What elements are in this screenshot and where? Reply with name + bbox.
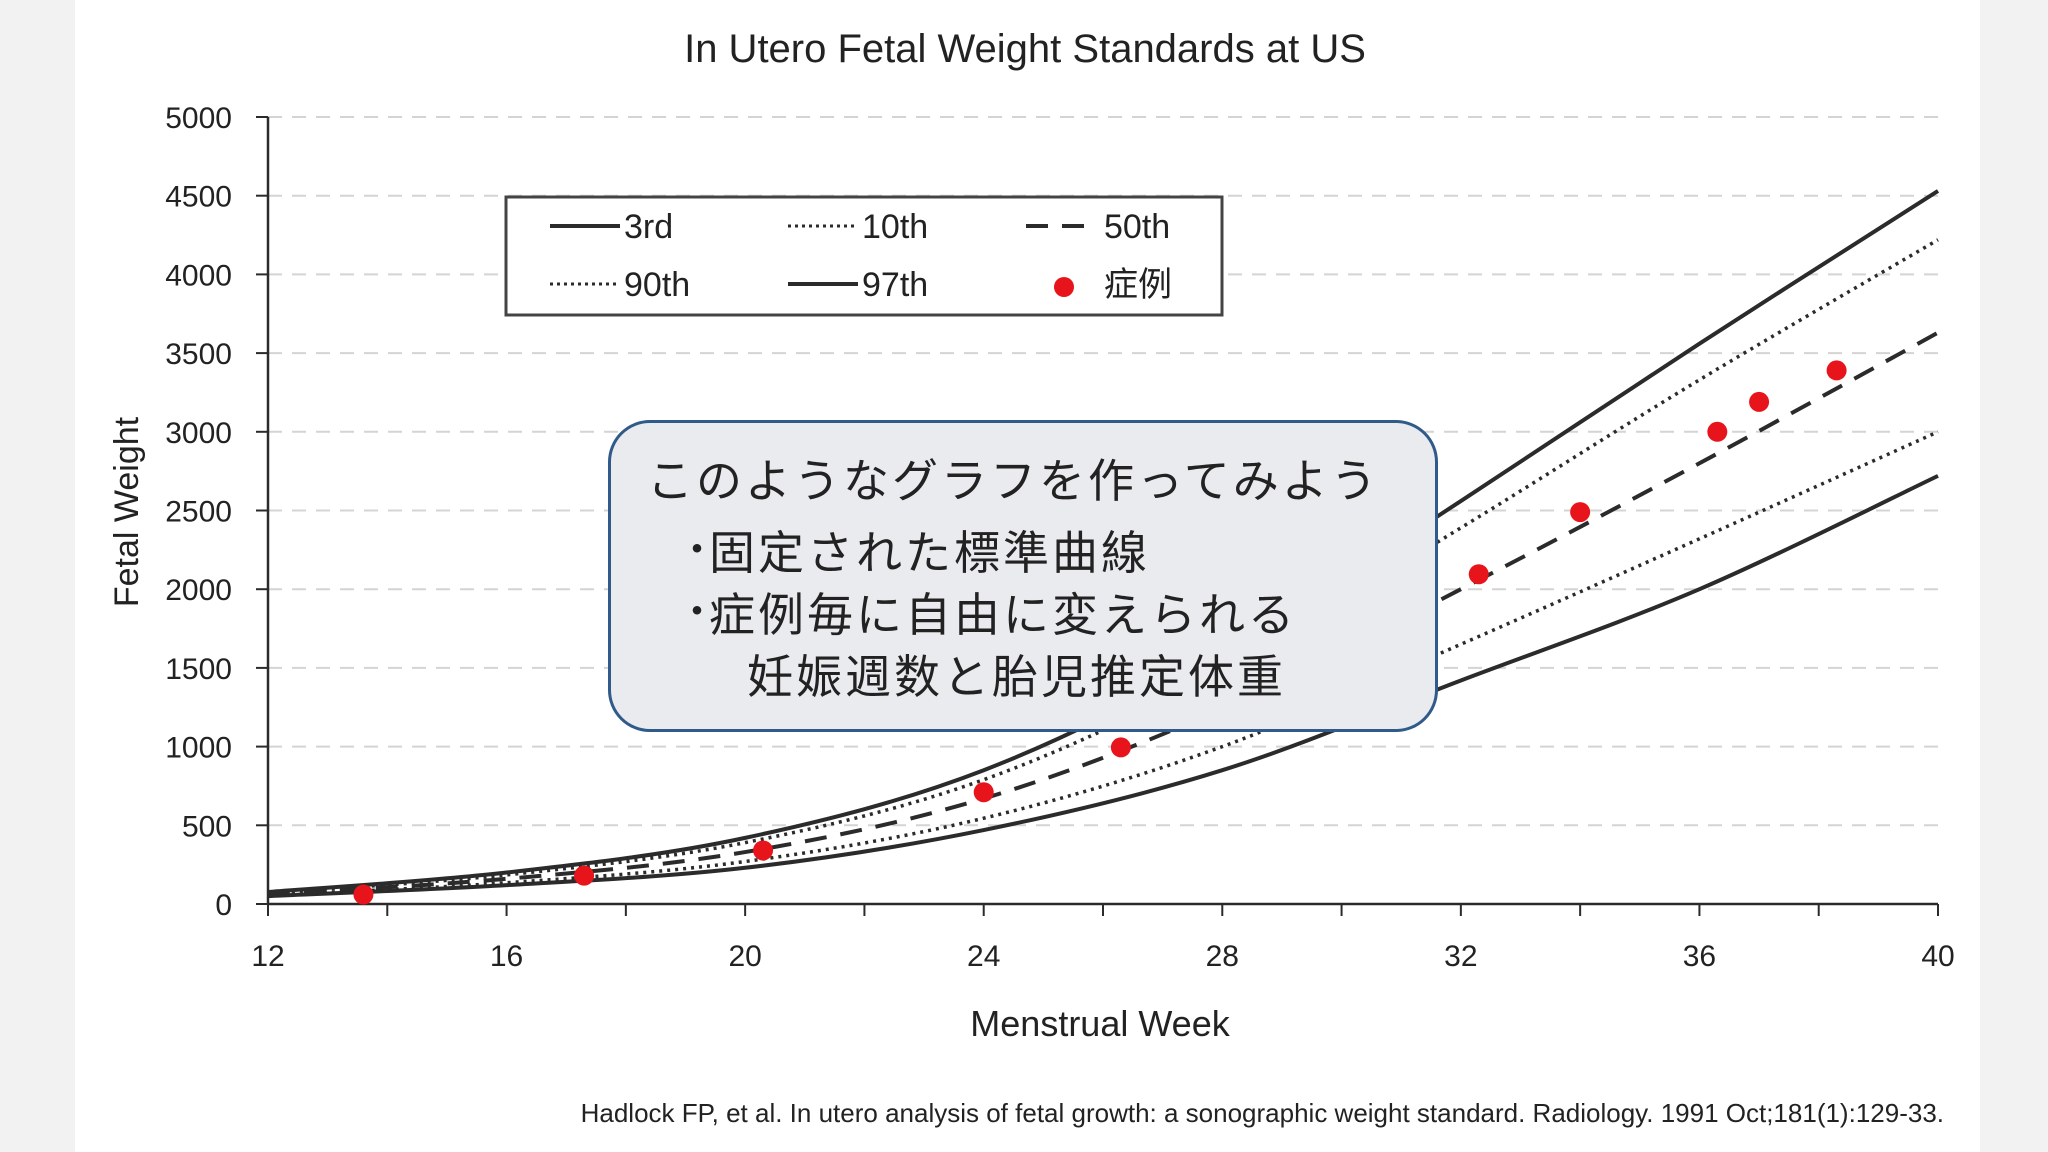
callout-bullet-2-continued: 妊娠週数と胎児推定体重 bbox=[747, 650, 1286, 704]
x-tick-label: 12 bbox=[251, 940, 284, 973]
legend-label-3rd: 3rd bbox=[624, 208, 673, 246]
chart-title: In Utero Fetal Weight Standards at US bbox=[684, 27, 1366, 71]
case-point bbox=[1110, 737, 1131, 758]
callout-bullet-1: ・ 固定された標準曲線 bbox=[677, 517, 1150, 583]
y-tick-label: 4500 bbox=[165, 181, 232, 214]
x-tick-label: 20 bbox=[728, 940, 761, 973]
x-tick-label: 16 bbox=[490, 940, 523, 973]
case-point bbox=[1707, 421, 1728, 442]
legend-box bbox=[504, 195, 1224, 317]
y-tick-label: 2000 bbox=[165, 574, 232, 607]
y-tick-label: 3000 bbox=[165, 417, 232, 450]
case-points bbox=[353, 360, 1847, 905]
legend-label-50th: 50th bbox=[1104, 208, 1170, 246]
grid-lines bbox=[256, 116, 1938, 905]
y-tick-label: 500 bbox=[182, 810, 232, 843]
y-tick-labels: 0 500 1000 1500 2000 2500 3000 3500 4000 4500 5000 bbox=[165, 102, 232, 922]
callout-bullet-1-text: 固定された標準曲線 bbox=[709, 526, 1150, 580]
case-point bbox=[1826, 360, 1847, 381]
callout-bullet-2-text: 症例毎に自由に変えられる bbox=[709, 588, 1297, 642]
bullet-dot: ・ bbox=[677, 589, 720, 635]
axes bbox=[266, 117, 1939, 916]
callout-headline: このようなグラフを作ってみよう bbox=[647, 454, 1380, 508]
legend: 3rd 10th 50th 90th 97th 症例 bbox=[504, 195, 1224, 317]
bullet-dot: ・ bbox=[677, 527, 720, 573]
y-tick-label: 1000 bbox=[165, 732, 232, 765]
series-line-3rd bbox=[267, 474, 1939, 899]
y-tick-label: 0 bbox=[215, 889, 232, 922]
case-point bbox=[353, 884, 374, 905]
case-point bbox=[1749, 391, 1770, 412]
y-tick-label: 1500 bbox=[165, 653, 232, 686]
callout-bullet-2: ・ 症例毎に自由に変えられる bbox=[677, 579, 1297, 645]
case-point bbox=[1468, 564, 1489, 585]
legend-swatch-case bbox=[1054, 277, 1074, 297]
series-line-90th bbox=[267, 238, 1939, 895]
x-tick-label: 24 bbox=[967, 940, 1000, 973]
x-axis-label: Menstrual Week bbox=[970, 1003, 1230, 1044]
y-tick-label: 4000 bbox=[165, 259, 232, 292]
legend-label-90th: 90th bbox=[624, 266, 690, 304]
y-axis-label: Fetal Weight bbox=[108, 416, 146, 607]
case-point bbox=[1570, 502, 1591, 523]
case-point bbox=[973, 782, 994, 803]
legend-label-10th: 10th bbox=[862, 208, 928, 246]
y-tick-label: 2500 bbox=[165, 496, 232, 529]
y-tick-label: 5000 bbox=[165, 102, 232, 135]
legend-label-97th: 97th bbox=[862, 266, 928, 304]
callout-box: このようなグラフを作ってみよう ・ 固定された標準曲線 ・ 症例毎に自由に変えら… bbox=[608, 420, 1438, 732]
x-tick-label: 36 bbox=[1683, 940, 1716, 973]
case-point bbox=[753, 840, 774, 861]
legend-label-case: 症例 bbox=[1104, 265, 1172, 305]
x-tick-label: 28 bbox=[1206, 940, 1239, 973]
x-tick-label: 32 bbox=[1444, 940, 1477, 973]
case-point bbox=[574, 865, 595, 886]
citation-footnote: Hadlock FP, et al. In utero analysis of … bbox=[581, 1098, 1944, 1128]
x-tick-labels: 12 16 20 24 28 32 36 40 bbox=[251, 940, 1954, 973]
x-tick-label: 40 bbox=[1921, 940, 1954, 973]
y-tick-label: 3500 bbox=[165, 338, 232, 371]
